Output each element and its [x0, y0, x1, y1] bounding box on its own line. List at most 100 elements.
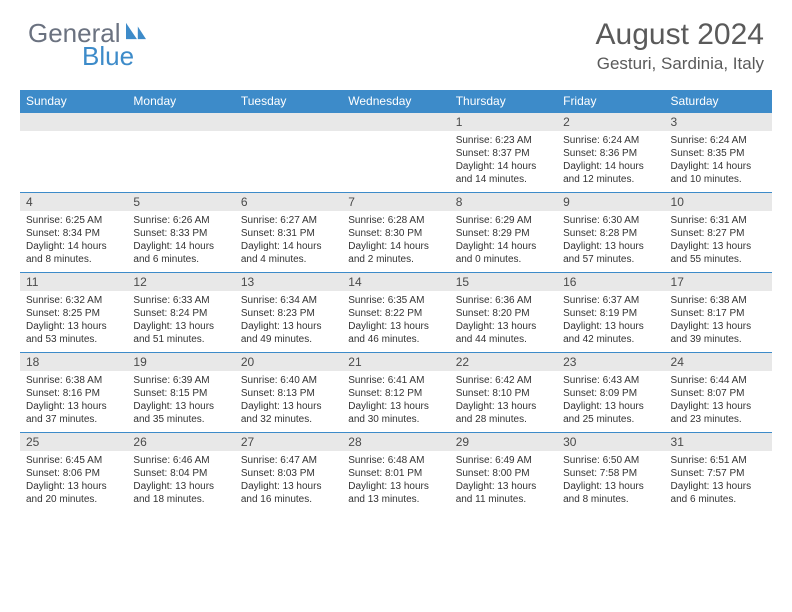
daylight-text: Daylight: 13 hours — [348, 480, 443, 493]
calendar-day-cell: 24Sunrise: 6:44 AMSunset: 8:07 PMDayligh… — [665, 353, 772, 433]
day-number: 27 — [235, 433, 342, 451]
sunset-text: Sunset: 8:17 PM — [671, 307, 766, 320]
weekday-header: Monday — [127, 90, 234, 113]
calendar-day-cell: 26Sunrise: 6:46 AMSunset: 8:04 PMDayligh… — [127, 433, 234, 513]
sunrise-text: Sunrise: 6:48 AM — [348, 454, 443, 467]
daylight-text: Daylight: 14 hours — [456, 160, 551, 173]
sunset-text: Sunset: 8:20 PM — [456, 307, 551, 320]
day-data: Sunrise: 6:48 AMSunset: 8:01 PMDaylight:… — [342, 451, 449, 512]
calendar-day-cell: 4Sunrise: 6:25 AMSunset: 8:34 PMDaylight… — [20, 193, 127, 273]
sunset-text: Sunset: 8:04 PM — [133, 467, 228, 480]
calendar-day-cell: 20Sunrise: 6:40 AMSunset: 8:13 PMDayligh… — [235, 353, 342, 433]
calendar-day-cell: 22Sunrise: 6:42 AMSunset: 8:10 PMDayligh… — [450, 353, 557, 433]
weekday-header: Sunday — [20, 90, 127, 113]
sunrise-text: Sunrise: 6:30 AM — [563, 214, 658, 227]
day-data: Sunrise: 6:30 AMSunset: 8:28 PMDaylight:… — [557, 211, 664, 272]
weekday-header: Tuesday — [235, 90, 342, 113]
day-data: Sunrise: 6:28 AMSunset: 8:30 PMDaylight:… — [342, 211, 449, 272]
calendar-day-cell: 6Sunrise: 6:27 AMSunset: 8:31 PMDaylight… — [235, 193, 342, 273]
calendar-day-cell: 21Sunrise: 6:41 AMSunset: 8:12 PMDayligh… — [342, 353, 449, 433]
daylight-text: Daylight: 14 hours — [348, 240, 443, 253]
sunset-text: Sunset: 8:19 PM — [563, 307, 658, 320]
daylight-text-2: and 0 minutes. — [456, 253, 551, 266]
day-data: Sunrise: 6:29 AMSunset: 8:29 PMDaylight:… — [450, 211, 557, 272]
daylight-text-2: and 44 minutes. — [456, 333, 551, 346]
calendar-day-cell: 19Sunrise: 6:39 AMSunset: 8:15 PMDayligh… — [127, 353, 234, 433]
daylight-text-2: and 57 minutes. — [563, 253, 658, 266]
sunset-text: Sunset: 7:58 PM — [563, 467, 658, 480]
day-number: 21 — [342, 353, 449, 371]
day-data: Sunrise: 6:40 AMSunset: 8:13 PMDaylight:… — [235, 371, 342, 432]
sunrise-text: Sunrise: 6:31 AM — [671, 214, 766, 227]
daylight-text-2: and 8 minutes. — [26, 253, 121, 266]
daylight-text-2: and 35 minutes. — [133, 413, 228, 426]
day-data: Sunrise: 6:41 AMSunset: 8:12 PMDaylight:… — [342, 371, 449, 432]
logo: GeneralBlue — [28, 18, 178, 72]
day-data: Sunrise: 6:24 AMSunset: 8:35 PMDaylight:… — [665, 131, 772, 192]
sunset-text: Sunset: 8:28 PM — [563, 227, 658, 240]
calendar-day-cell: 16Sunrise: 6:37 AMSunset: 8:19 PMDayligh… — [557, 273, 664, 353]
day-number: 14 — [342, 273, 449, 291]
day-data: Sunrise: 6:38 AMSunset: 8:17 PMDaylight:… — [665, 291, 772, 352]
day-number: 5 — [127, 193, 234, 211]
sunset-text: Sunset: 8:13 PM — [241, 387, 336, 400]
day-data: Sunrise: 6:38 AMSunset: 8:16 PMDaylight:… — [20, 371, 127, 432]
daylight-text-2: and 6 minutes. — [133, 253, 228, 266]
day-data: Sunrise: 6:47 AMSunset: 8:03 PMDaylight:… — [235, 451, 342, 512]
day-data: Sunrise: 6:39 AMSunset: 8:15 PMDaylight:… — [127, 371, 234, 432]
sunrise-text: Sunrise: 6:50 AM — [563, 454, 658, 467]
daylight-text-2: and 18 minutes. — [133, 493, 228, 506]
calendar-header-row: SundayMondayTuesdayWednesdayThursdayFrid… — [20, 90, 772, 113]
sunrise-text: Sunrise: 6:41 AM — [348, 374, 443, 387]
calendar-day-cell — [342, 113, 449, 193]
day-data: Sunrise: 6:50 AMSunset: 7:58 PMDaylight:… — [557, 451, 664, 512]
daylight-text: Daylight: 14 hours — [26, 240, 121, 253]
sunrise-text: Sunrise: 6:44 AM — [671, 374, 766, 387]
day-number: 7 — [342, 193, 449, 211]
daylight-text: Daylight: 14 hours — [241, 240, 336, 253]
day-data — [20, 131, 127, 179]
day-number: 26 — [127, 433, 234, 451]
day-number: 8 — [450, 193, 557, 211]
day-number: 28 — [342, 433, 449, 451]
daylight-text-2: and 25 minutes. — [563, 413, 658, 426]
day-number: 16 — [557, 273, 664, 291]
daylight-text: Daylight: 13 hours — [348, 400, 443, 413]
sunset-text: Sunset: 8:06 PM — [26, 467, 121, 480]
day-number — [127, 113, 234, 131]
day-number: 25 — [20, 433, 127, 451]
sunrise-text: Sunrise: 6:32 AM — [26, 294, 121, 307]
daylight-text: Daylight: 13 hours — [26, 480, 121, 493]
sunrise-text: Sunrise: 6:47 AM — [241, 454, 336, 467]
day-data: Sunrise: 6:43 AMSunset: 8:09 PMDaylight:… — [557, 371, 664, 432]
daylight-text: Daylight: 13 hours — [26, 400, 121, 413]
calendar-day-cell: 29Sunrise: 6:49 AMSunset: 8:00 PMDayligh… — [450, 433, 557, 513]
sunset-text: Sunset: 8:35 PM — [671, 147, 766, 160]
daylight-text: Daylight: 13 hours — [456, 320, 551, 333]
calendar-day-cell: 13Sunrise: 6:34 AMSunset: 8:23 PMDayligh… — [235, 273, 342, 353]
day-number: 12 — [127, 273, 234, 291]
daylight-text-2: and 11 minutes. — [456, 493, 551, 506]
weekday-header: Thursday — [450, 90, 557, 113]
daylight-text: Daylight: 14 hours — [133, 240, 228, 253]
daylight-text: Daylight: 13 hours — [348, 320, 443, 333]
sunset-text: Sunset: 8:15 PM — [133, 387, 228, 400]
day-number: 2 — [557, 113, 664, 131]
sunrise-text: Sunrise: 6:40 AM — [241, 374, 336, 387]
sunset-text: Sunset: 8:03 PM — [241, 467, 336, 480]
daylight-text-2: and 46 minutes. — [348, 333, 443, 346]
daylight-text-2: and 49 minutes. — [241, 333, 336, 346]
sunrise-text: Sunrise: 6:28 AM — [348, 214, 443, 227]
day-number: 23 — [557, 353, 664, 371]
day-data: Sunrise: 6:51 AMSunset: 7:57 PMDaylight:… — [665, 451, 772, 512]
calendar-day-cell: 12Sunrise: 6:33 AMSunset: 8:24 PMDayligh… — [127, 273, 234, 353]
daylight-text-2: and 42 minutes. — [563, 333, 658, 346]
day-number: 29 — [450, 433, 557, 451]
day-data: Sunrise: 6:31 AMSunset: 8:27 PMDaylight:… — [665, 211, 772, 272]
daylight-text: Daylight: 13 hours — [563, 240, 658, 253]
day-number: 20 — [235, 353, 342, 371]
daylight-text-2: and 30 minutes. — [348, 413, 443, 426]
sunrise-text: Sunrise: 6:29 AM — [456, 214, 551, 227]
sunset-text: Sunset: 8:10 PM — [456, 387, 551, 400]
day-data: Sunrise: 6:23 AMSunset: 8:37 PMDaylight:… — [450, 131, 557, 192]
